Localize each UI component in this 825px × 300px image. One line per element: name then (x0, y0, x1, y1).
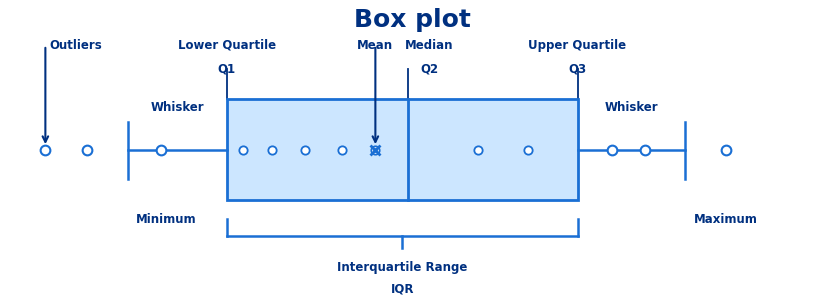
Text: Q3: Q3 (568, 63, 587, 76)
Text: Q2: Q2 (420, 63, 438, 76)
Text: Box plot: Box plot (354, 8, 471, 31)
Text: Outliers: Outliers (50, 39, 102, 52)
Text: Maximum: Maximum (694, 213, 758, 226)
Text: Whisker: Whisker (604, 101, 658, 114)
Text: Mean: Mean (357, 39, 394, 52)
Text: Median: Median (405, 39, 453, 52)
Text: Interquartile Range: Interquartile Range (337, 261, 468, 274)
Text: Whisker: Whisker (151, 101, 205, 114)
Text: Upper Quartile: Upper Quartile (529, 39, 626, 52)
Text: IQR: IQR (390, 282, 414, 295)
Text: Minimum: Minimum (136, 213, 196, 226)
Bar (227, 99, 578, 200)
Text: Q1: Q1 (218, 63, 236, 76)
Text: Lower Quartile: Lower Quartile (178, 39, 276, 52)
